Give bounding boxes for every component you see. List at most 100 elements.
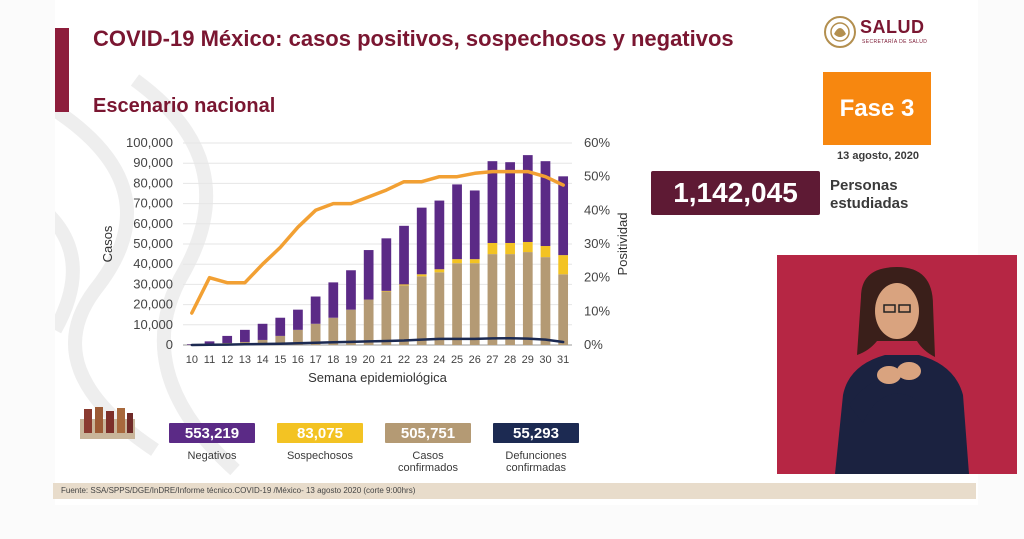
x-tick-label: 30 xyxy=(539,354,551,366)
x-tick-label: 16 xyxy=(292,354,304,366)
x-tick-label: 26 xyxy=(469,354,481,366)
accent-bar xyxy=(55,28,69,112)
x-tick-label: 11 xyxy=(204,354,215,366)
y2-tick-label: 20% xyxy=(584,270,610,285)
bar-confirmados xyxy=(505,254,515,345)
y2-tick-label: 10% xyxy=(584,303,610,318)
bar-sospechosos xyxy=(452,259,462,264)
bar-sospechosos xyxy=(540,246,551,258)
bar-sospechosos xyxy=(505,242,515,255)
bar-negativos xyxy=(381,238,392,291)
bar-sospechosos xyxy=(434,269,445,273)
stat-defunciones-value: 55,293 xyxy=(493,423,579,443)
y-tick-label: 90,000 xyxy=(133,155,173,170)
bar-confirmados xyxy=(558,274,569,345)
bar-negativos xyxy=(522,155,533,242)
bar-confirmados xyxy=(434,272,445,345)
bar-negativos xyxy=(257,323,268,340)
bar-confirmados xyxy=(522,252,533,345)
phase-badge: Fase 3 xyxy=(823,72,931,145)
bar-confirmados xyxy=(293,329,303,345)
stat-confirmados-label: Casos confirmados xyxy=(398,450,458,474)
bar-confirmados xyxy=(452,263,462,345)
bar-negativos xyxy=(434,200,445,270)
x-tick-label: 10 xyxy=(186,354,198,366)
page-subtitle: Escenario nacional xyxy=(93,95,276,117)
bar-sospechosos xyxy=(399,284,409,286)
bar-negativos xyxy=(469,190,480,260)
bar-confirmados xyxy=(328,317,339,345)
bar-negativos xyxy=(505,162,515,243)
x-tick-label: 18 xyxy=(327,354,339,366)
bar-negativos xyxy=(328,282,339,318)
bar-confirmados xyxy=(257,339,268,345)
x-tick-label: 25 xyxy=(451,354,463,366)
x-tick-label: 24 xyxy=(433,354,445,366)
bar-negativos xyxy=(293,309,303,330)
y-tick-label: 30,000 xyxy=(133,276,173,291)
y2-tick-label: 0% xyxy=(584,337,603,352)
x-tick-label: 28 xyxy=(504,354,516,366)
interpreter-figure-icon xyxy=(777,255,1017,474)
bar-negativos xyxy=(558,176,569,256)
stat-negativos-label: Negativos xyxy=(187,450,237,462)
line-positividad xyxy=(190,169,565,315)
stat-defunciones-label: Defunciones confirmadas xyxy=(505,450,567,474)
y2-tick-label: 40% xyxy=(584,202,610,217)
bar-negativos xyxy=(540,161,551,247)
bar-sospechosos xyxy=(469,259,480,264)
bar-negativos xyxy=(452,184,462,260)
y-tick-label: 10,000 xyxy=(133,317,173,332)
x-tick-label: 29 xyxy=(522,354,534,366)
bar-negativos xyxy=(240,329,250,342)
report-date: 13 agosto, 2020 xyxy=(837,150,919,162)
footer-source: Fuente: SSA/SPPS/DGE/InDRE/Informe técni… xyxy=(53,483,976,499)
y-tick-label: 40,000 xyxy=(133,256,173,271)
y-tick-label: 0 xyxy=(166,337,173,352)
stat-confirmados-value: 505,751 xyxy=(385,423,471,443)
y-tick-label: 80,000 xyxy=(133,175,173,190)
x-tick-label: 21 xyxy=(380,354,392,366)
line-defunciones xyxy=(190,337,565,347)
bar-confirmados xyxy=(399,285,409,345)
y-tick-label: 20,000 xyxy=(133,297,173,312)
bar-negativos xyxy=(487,161,498,243)
x-tick-label: 19 xyxy=(345,354,357,366)
bar-confirmados xyxy=(275,335,286,345)
bar-confirmados xyxy=(346,309,356,345)
x-tick-label: 31 xyxy=(557,354,569,366)
bar-sospechosos xyxy=(487,242,498,255)
x-tick-label: 12 xyxy=(221,354,233,366)
x-tick-label: 20 xyxy=(363,354,375,366)
bar-sospechosos xyxy=(522,241,533,253)
x-tick-label: 22 xyxy=(398,354,410,366)
bar-sospechosos xyxy=(416,274,427,277)
y2-tick-label: 30% xyxy=(584,236,610,251)
y-tick-label: 70,000 xyxy=(133,196,173,211)
bar-negativos xyxy=(204,341,215,344)
watermark-pattern-icon xyxy=(55,74,240,476)
stat-sospechosos-value: 83,075 xyxy=(277,423,363,443)
cases-chart: 0 10,000 20,000 30,000 40,000 50,000 60,000 70,… xyxy=(100,135,630,385)
stat-sospechosos-label: Sospechosos xyxy=(286,450,354,462)
bar-sospechosos xyxy=(558,255,569,275)
x-tick-label: 15 xyxy=(274,354,286,366)
y-tick-label: 100,000 xyxy=(126,135,173,150)
salud-logo-icon xyxy=(824,16,856,48)
bar-confirmados xyxy=(363,299,374,345)
bar-negativos xyxy=(416,207,427,275)
sign-language-video[interactable] xyxy=(777,255,1017,474)
bar-sospechosos xyxy=(381,290,392,292)
mural-icon xyxy=(80,407,135,439)
bar-confirmados xyxy=(487,254,498,345)
total-studied-label: Personas estudiadas xyxy=(830,177,909,212)
logo-text: SALUD xyxy=(860,17,925,37)
y-axis-title: Casos xyxy=(100,225,115,262)
bar-negativos xyxy=(275,317,286,336)
y2-tick-label: 60% xyxy=(584,135,610,150)
stat-negativos-value: 553,219 xyxy=(169,423,255,443)
bar-negativos xyxy=(346,270,356,310)
bar-negativos xyxy=(222,335,233,343)
bar-negativos xyxy=(363,250,374,300)
